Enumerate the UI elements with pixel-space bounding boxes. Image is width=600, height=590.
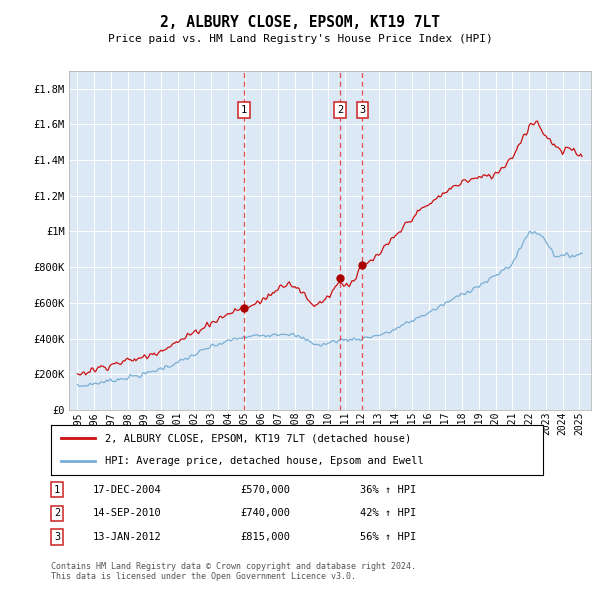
Text: 3: 3 (54, 532, 60, 542)
Text: £740,000: £740,000 (240, 509, 290, 518)
Text: 2: 2 (54, 509, 60, 518)
Text: 14-SEP-2010: 14-SEP-2010 (93, 509, 162, 518)
Text: Contains HM Land Registry data © Crown copyright and database right 2024.
This d: Contains HM Land Registry data © Crown c… (51, 562, 416, 581)
Text: 36% ↑ HPI: 36% ↑ HPI (360, 485, 416, 494)
Text: 56% ↑ HPI: 56% ↑ HPI (360, 532, 416, 542)
Text: 13-JAN-2012: 13-JAN-2012 (93, 532, 162, 542)
Text: 1: 1 (54, 485, 60, 494)
Text: 2: 2 (337, 105, 343, 115)
Text: 42% ↑ HPI: 42% ↑ HPI (360, 509, 416, 518)
Text: 2, ALBURY CLOSE, EPSOM, KT19 7LT: 2, ALBURY CLOSE, EPSOM, KT19 7LT (160, 15, 440, 30)
Text: 3: 3 (359, 105, 365, 115)
Text: £815,000: £815,000 (240, 532, 290, 542)
Text: 1: 1 (241, 105, 247, 115)
Text: Price paid vs. HM Land Registry's House Price Index (HPI): Price paid vs. HM Land Registry's House … (107, 34, 493, 44)
Text: 17-DEC-2004: 17-DEC-2004 (93, 485, 162, 494)
Text: 2, ALBURY CLOSE, EPSOM, KT19 7LT (detached house): 2, ALBURY CLOSE, EPSOM, KT19 7LT (detach… (105, 433, 412, 443)
Text: HPI: Average price, detached house, Epsom and Ewell: HPI: Average price, detached house, Epso… (105, 457, 424, 467)
Text: £570,000: £570,000 (240, 485, 290, 494)
